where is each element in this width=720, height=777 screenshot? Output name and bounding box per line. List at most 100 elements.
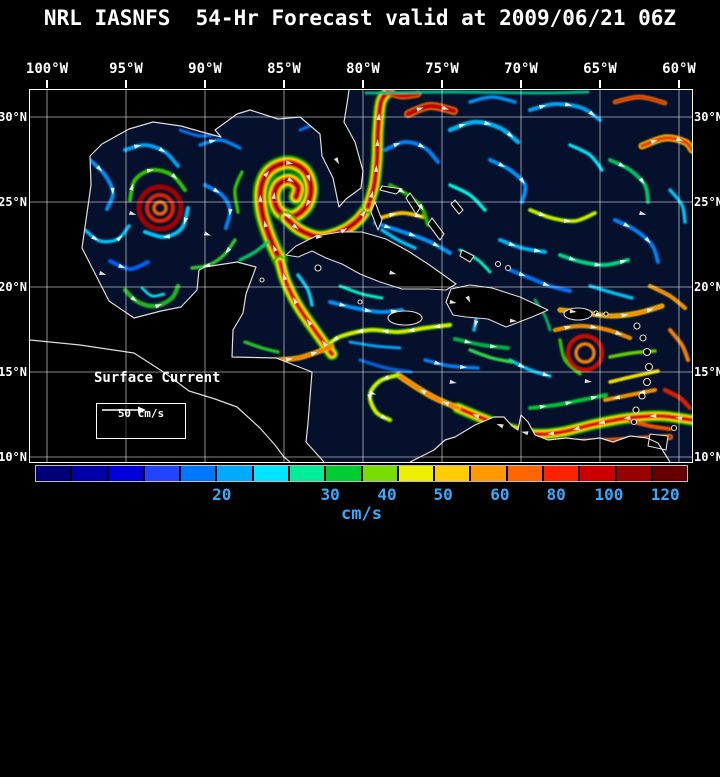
antilles-island <box>642 347 652 357</box>
lat-label: 15°N <box>694 365 720 379</box>
current-streak <box>648 284 687 310</box>
map-frame: Surface Current 50 cm/s <box>29 89 693 463</box>
colorbar-segment <box>652 466 688 481</box>
current-vector-arrow <box>340 228 348 234</box>
trinidad-island <box>647 433 669 451</box>
current-vector-arrow <box>594 262 602 267</box>
current-vector-arrow <box>146 168 155 173</box>
figure-title: NRL IASNFS 54-Hr Forecast valid at 2009/… <box>43 6 677 30</box>
current-streak <box>453 337 510 350</box>
current-vector-arrow <box>285 160 294 165</box>
lon-axis-tick <box>46 80 48 88</box>
antilles-island <box>644 362 654 372</box>
current-vector-arrow <box>539 404 547 410</box>
current-vector-arrow <box>564 325 572 330</box>
current-streak <box>233 170 244 214</box>
current-streak <box>448 183 487 212</box>
current-vector-arrow <box>321 340 328 348</box>
bahamas-island <box>370 201 383 231</box>
lat-label: 10°N <box>694 450 720 464</box>
current-vector-arrow <box>564 218 572 223</box>
current-vector-arrow <box>305 199 312 207</box>
current-vector-arrow <box>383 223 392 229</box>
current-vector-arrow <box>158 147 166 153</box>
current-vector-arrow <box>170 173 178 180</box>
current-vector-arrow <box>212 187 220 194</box>
colorbar-segment <box>580 466 615 481</box>
longitude-axis: 100°W 95°W 90°W 85°W 80°W 75°W 70°W 65°W 60°W <box>0 61 720 89</box>
colorbar-segment <box>543 466 579 481</box>
current-vector-arrow <box>134 144 142 149</box>
lat-label: 20°N <box>0 280 27 294</box>
current-vector-arrow <box>472 414 480 419</box>
current-vector-arrow <box>588 110 596 117</box>
colorbar-segment <box>108 466 143 481</box>
jamaica-island <box>387 310 423 326</box>
antilles-island <box>642 377 652 387</box>
current-vector-arrow <box>202 262 211 268</box>
hispaniola-island <box>445 284 549 328</box>
colorbar-segment <box>36 466 71 481</box>
current-streak <box>358 358 413 374</box>
current-vector-arrow <box>542 281 550 286</box>
lon-label: 70°W <box>504 61 538 77</box>
current-vector-arrow <box>99 270 107 275</box>
current-streak <box>190 238 237 270</box>
current-vector-arrow <box>263 170 270 178</box>
colorbar-tick-label: 100 <box>594 485 624 504</box>
colorbar-tick-label: 60 <box>490 485 510 504</box>
current-vector-arrow <box>339 302 347 307</box>
current-vector-arrow <box>417 142 426 149</box>
current-vector-arrow <box>506 131 514 138</box>
current-vector-arrow <box>285 357 293 362</box>
gulf-atlantic-coastline <box>81 90 364 462</box>
lon-axis-tick <box>125 80 127 88</box>
current-streak <box>468 95 517 104</box>
current-vector-arrow <box>364 308 372 313</box>
eddy-ring <box>145 193 175 223</box>
current-vector-arrow <box>389 270 397 275</box>
current-vector-arrow <box>283 214 291 219</box>
current-vector-arrow <box>333 157 340 165</box>
current-vector-arrow <box>331 335 339 342</box>
eddy-ring <box>136 184 184 232</box>
north-central-america-landmass <box>30 90 363 462</box>
current-vector-arrow <box>130 295 138 302</box>
current-vector-arrow <box>390 309 398 314</box>
current-vector-arrow <box>623 222 631 228</box>
current-vector-arrow <box>638 177 645 185</box>
latitude-axis-right: 30°N 25°N 20°N 15°N 10°N <box>694 0 720 540</box>
current-vector-arrow <box>369 390 377 395</box>
current-streak <box>198 138 242 150</box>
current-vector-arrow <box>310 351 318 357</box>
current-streak <box>603 388 657 402</box>
current-vector-arrow <box>518 271 526 277</box>
current-streak <box>108 259 150 271</box>
current-vector-arrow <box>649 413 657 419</box>
current-streak <box>613 218 660 264</box>
colorbar-segment <box>616 466 651 481</box>
current-vector-arrow <box>449 379 457 384</box>
current-vector-arrow <box>458 123 466 129</box>
current-vector-arrow <box>569 309 577 314</box>
current-vector-arrow <box>283 273 288 281</box>
colorbar-segment <box>72 466 107 481</box>
colorbar-segment <box>181 466 216 481</box>
current-vector-arrow <box>465 295 471 303</box>
current-vector-arrow <box>203 231 212 236</box>
current-vector-arrow <box>118 263 126 269</box>
current-streak <box>140 286 166 298</box>
coastline-layer <box>30 90 671 462</box>
current-vector-arrow <box>538 211 546 217</box>
lat-label: 30°N <box>694 110 720 124</box>
lat-label: 15°N <box>0 365 27 379</box>
lat-label: 25°N <box>0 195 27 209</box>
current-vector-arrow <box>615 330 623 335</box>
lat-label: 25°N <box>694 195 720 209</box>
current-vector-arrow <box>517 362 526 368</box>
current-vector-arrow <box>408 232 416 237</box>
colorbar-tick-label: 80 <box>546 485 566 504</box>
current-vector-arrow <box>590 324 598 329</box>
lon-axis-tick <box>283 80 285 88</box>
current-vector-arrow <box>115 235 123 242</box>
